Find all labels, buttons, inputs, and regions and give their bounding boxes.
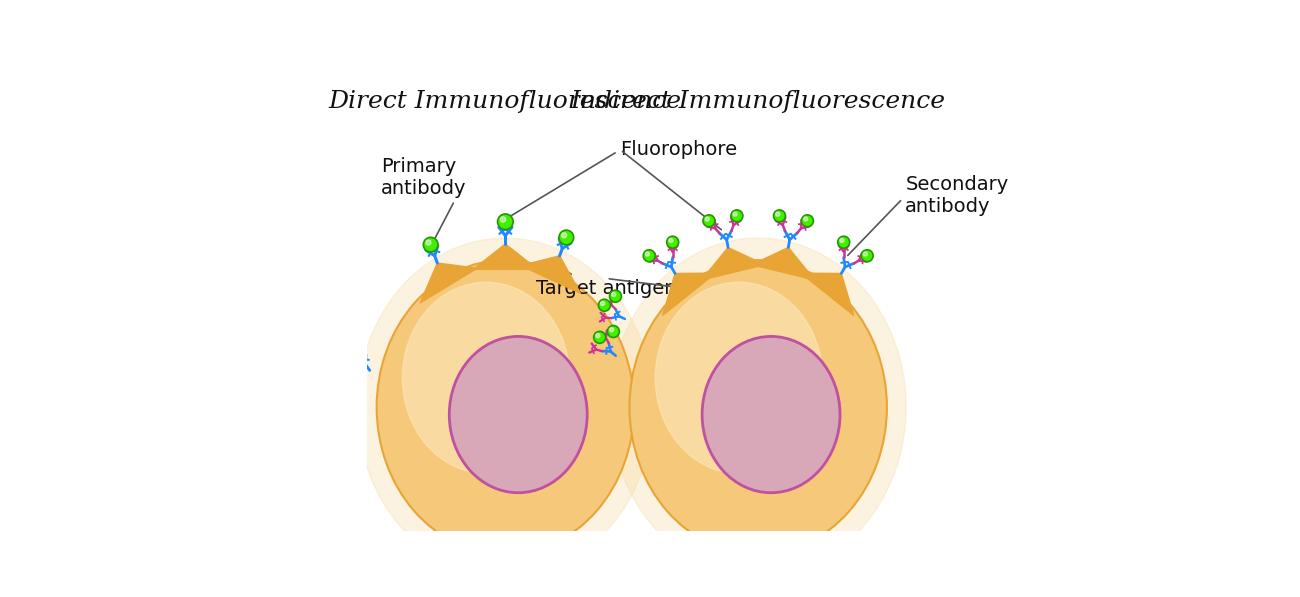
- Circle shape: [594, 331, 606, 343]
- Circle shape: [668, 238, 673, 242]
- Circle shape: [801, 215, 814, 227]
- Polygon shape: [801, 273, 854, 315]
- Ellipse shape: [629, 260, 887, 555]
- Circle shape: [424, 238, 438, 252]
- Polygon shape: [663, 273, 715, 315]
- Ellipse shape: [655, 282, 823, 473]
- Circle shape: [645, 252, 650, 256]
- Polygon shape: [473, 244, 538, 269]
- Ellipse shape: [450, 337, 588, 493]
- Circle shape: [863, 252, 867, 256]
- Text: Secondary
antibody: Secondary antibody: [848, 176, 1009, 256]
- Text: Indirect Immunofluorescence: Indirect Immunofluorescence: [571, 90, 945, 113]
- Ellipse shape: [702, 337, 840, 493]
- Circle shape: [803, 217, 807, 221]
- Ellipse shape: [377, 260, 634, 555]
- Circle shape: [667, 236, 679, 248]
- Circle shape: [611, 293, 616, 297]
- Circle shape: [598, 299, 611, 311]
- Circle shape: [352, 349, 367, 362]
- Text: Primary
antibody: Primary antibody: [381, 157, 467, 245]
- Circle shape: [776, 212, 780, 216]
- Polygon shape: [420, 263, 477, 303]
- Text: Direct Immunofluorescence: Direct Immunofluorescence: [329, 90, 682, 113]
- Ellipse shape: [403, 282, 569, 473]
- Circle shape: [595, 334, 601, 338]
- Circle shape: [705, 217, 710, 221]
- Circle shape: [498, 214, 514, 230]
- Circle shape: [426, 240, 432, 245]
- Ellipse shape: [358, 238, 654, 576]
- Circle shape: [703, 215, 715, 227]
- Circle shape: [840, 238, 844, 242]
- Circle shape: [644, 250, 655, 261]
- Circle shape: [861, 250, 874, 261]
- Circle shape: [562, 233, 567, 238]
- Circle shape: [355, 351, 360, 356]
- Circle shape: [837, 236, 850, 248]
- Polygon shape: [751, 248, 815, 280]
- Circle shape: [601, 301, 604, 306]
- Polygon shape: [702, 248, 764, 280]
- Text: Fluorophore: Fluorophore: [508, 140, 737, 217]
- Polygon shape: [520, 256, 581, 293]
- Circle shape: [731, 210, 742, 222]
- Circle shape: [733, 212, 737, 216]
- Circle shape: [607, 325, 619, 337]
- Circle shape: [559, 230, 573, 245]
- Text: Target antigen: Target antigen: [536, 271, 677, 297]
- Circle shape: [500, 217, 506, 222]
- Circle shape: [610, 290, 621, 302]
- Ellipse shape: [610, 238, 906, 576]
- Circle shape: [774, 210, 785, 222]
- Circle shape: [610, 328, 614, 332]
